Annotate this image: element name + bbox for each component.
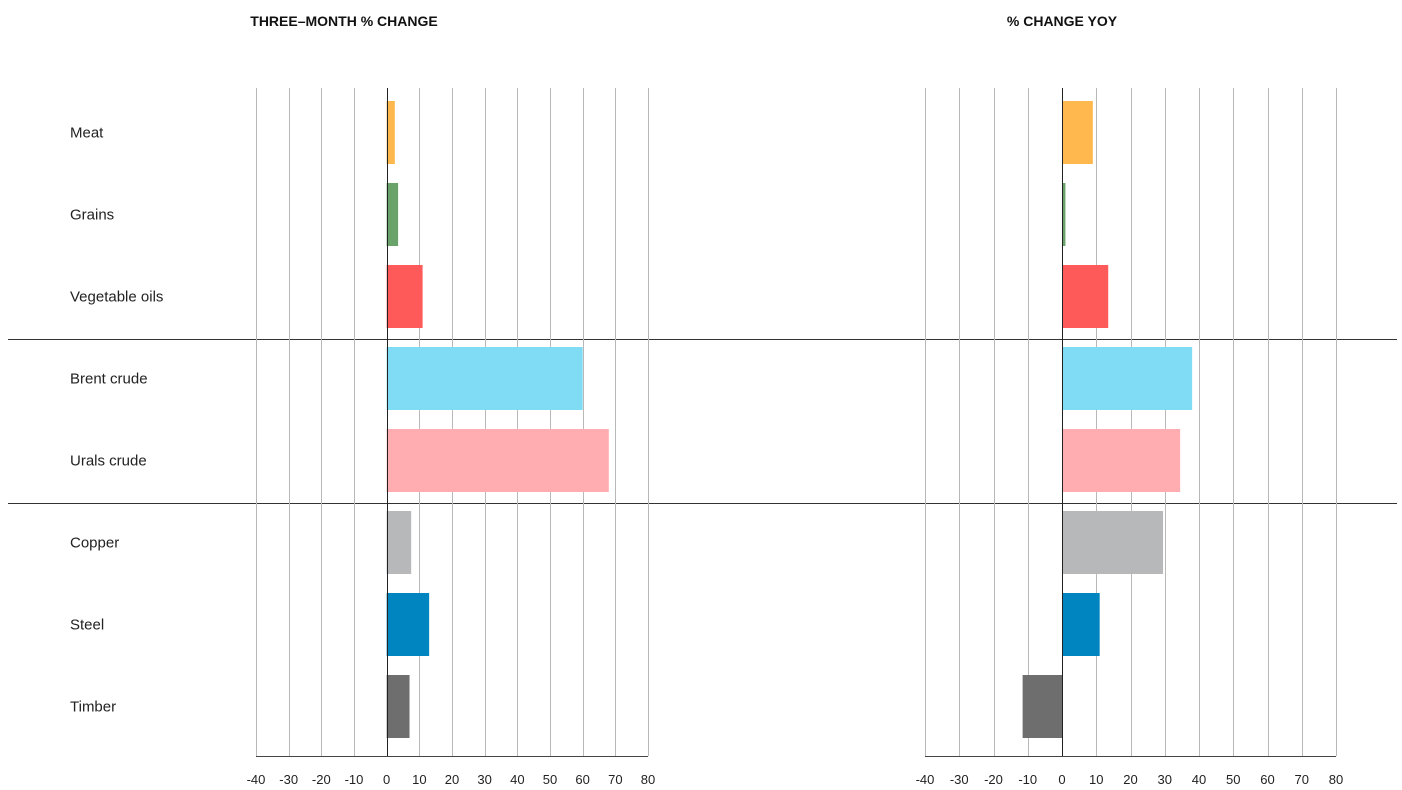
category-label-steel: Steel [70, 617, 104, 634]
x-tick-label: 30 [477, 772, 491, 787]
x-tick-label: 0 [383, 772, 390, 787]
bar-steel [1062, 593, 1100, 656]
bar-grains [1062, 183, 1066, 246]
bar-timber [386, 675, 410, 738]
bar-urals-crude [386, 429, 609, 492]
x-tick-label: 70 [1295, 772, 1309, 787]
category-label-grains: Grains [70, 207, 114, 224]
x-tick-label: 40 [510, 772, 524, 787]
bar-timber [1022, 675, 1062, 738]
bar-brent-crude [386, 347, 583, 410]
bar-brent-crude [1062, 347, 1193, 410]
x-tick-label: 70 [608, 772, 622, 787]
category-label-meat: Meat [70, 125, 104, 142]
x-tick-label: 10 [412, 772, 426, 787]
x-tick-label: -10 [1018, 772, 1037, 787]
category-label-copper: Copper [70, 535, 119, 552]
x-tick-label: 20 [445, 772, 459, 787]
bar-grains [386, 183, 399, 246]
bar-meat [1062, 101, 1093, 164]
x-tick-label: 80 [641, 772, 655, 787]
category-label-urals-crude: Urals crude [70, 453, 147, 470]
bar-steel [386, 593, 430, 656]
chart-title: THREE–MONTH % CHANGE [250, 13, 437, 29]
chart-title: % CHANGE YOY [1007, 13, 1118, 29]
bar-copper [386, 511, 412, 574]
x-tick-label: 10 [1089, 772, 1103, 787]
x-tick-label: -40 [247, 772, 266, 787]
bar-urals-crude [1062, 429, 1181, 492]
x-tick-label: -20 [312, 772, 331, 787]
bar-meat [386, 101, 395, 164]
x-tick-label: 40 [1192, 772, 1206, 787]
x-tick-label: -30 [279, 772, 298, 787]
x-tick-label: 60 [575, 772, 589, 787]
x-tick-label: -40 [916, 772, 935, 787]
category-label-timber: Timber [70, 699, 116, 716]
panel-yoy-change: % CHANGE YOY -40 -30 -20 -10 0 10 20 30 40 50 60 70 8… [916, 13, 1344, 787]
category-labels: Meat Grains Vegetable oils Brent crude Urals… [70, 125, 163, 716]
category-label-vegetable-oils: Vegetable oils [70, 289, 163, 306]
panel-three-month-change: THREE–MONTH % CHANGE -40 -30 -20 -10 0 10 20 30 4… [247, 13, 656, 787]
bar-copper [1062, 511, 1164, 574]
bar-vegetable-oils [1062, 265, 1109, 328]
x-tick-label: -30 [950, 772, 969, 787]
x-tick-label: 20 [1123, 772, 1137, 787]
category-label-brent-crude: Brent crude [70, 371, 148, 388]
x-tick-label: 0 [1058, 772, 1065, 787]
bar-vegetable-oils [386, 265, 423, 328]
x-tick-label: 30 [1158, 772, 1172, 787]
x-tick-label: -20 [984, 772, 1003, 787]
x-tick-label: 60 [1260, 772, 1274, 787]
x-tick-label: 80 [1329, 772, 1343, 787]
x-tick-label: -10 [345, 772, 364, 787]
x-tick-label: 50 [1226, 772, 1240, 787]
x-tick-label: 50 [543, 772, 557, 787]
